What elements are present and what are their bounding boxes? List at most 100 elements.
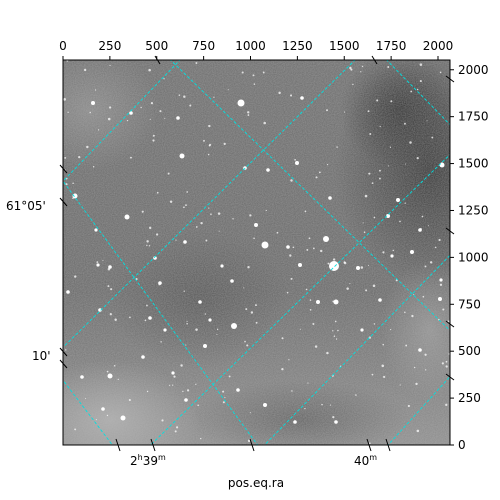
star (291, 390, 293, 392)
star (289, 254, 292, 257)
star (146, 304, 148, 307)
star (148, 316, 152, 320)
star (129, 316, 131, 319)
star (309, 299, 312, 301)
star (419, 63, 423, 66)
star (286, 291, 289, 294)
star (319, 249, 323, 253)
star (247, 266, 250, 269)
star (185, 204, 187, 207)
coordinate-grid (63, 60, 450, 445)
star (109, 313, 112, 316)
star (292, 246, 295, 249)
star (180, 364, 183, 367)
star (263, 121, 266, 125)
star (230, 279, 234, 283)
top-tick-label: 2000 (423, 39, 454, 53)
star (439, 162, 445, 168)
star (278, 91, 281, 95)
star (129, 111, 133, 115)
star (413, 294, 415, 296)
right-tick-label: 2000 (458, 63, 489, 77)
right-tick-label: 1000 (458, 250, 489, 264)
star (295, 161, 299, 165)
star (64, 349, 67, 351)
star (290, 179, 293, 182)
top-tick-label: 0 (59, 39, 67, 53)
star (445, 360, 448, 363)
star (307, 382, 309, 384)
star (203, 139, 205, 142)
star (306, 248, 309, 251)
star (364, 194, 368, 198)
star (386, 214, 390, 218)
star (247, 439, 251, 443)
star (298, 263, 302, 267)
star (335, 338, 338, 340)
star (439, 278, 443, 282)
star (74, 275, 77, 278)
star (349, 283, 351, 285)
star (318, 171, 321, 174)
star (363, 231, 366, 234)
star (161, 419, 164, 422)
star (152, 134, 155, 137)
star (399, 220, 401, 223)
star (124, 214, 130, 220)
top-pixel-axis: 0 250 500 750 1000 1250 1500 1750 2000 (59, 39, 453, 60)
star (200, 221, 203, 225)
star (309, 309, 312, 311)
top-tick-label: 750 (192, 39, 215, 53)
star (109, 64, 111, 67)
star (72, 182, 74, 185)
star (332, 330, 334, 332)
star (365, 289, 368, 292)
star (66, 290, 70, 294)
star (141, 210, 144, 213)
star (416, 156, 419, 160)
star (431, 136, 434, 139)
x-axis-label: pos.eq.ra (228, 476, 284, 490)
star (326, 109, 328, 112)
star (390, 100, 393, 103)
star (141, 355, 145, 359)
star (373, 323, 376, 325)
star (350, 68, 353, 71)
star (333, 299, 339, 305)
star (442, 308, 445, 311)
star (361, 65, 364, 68)
star (208, 124, 211, 128)
top-tick-label: 1500 (329, 39, 360, 53)
star (372, 284, 376, 288)
star (378, 298, 382, 302)
grid-line (63, 60, 181, 182)
star (349, 66, 352, 70)
star (92, 166, 95, 168)
star (300, 96, 304, 100)
star (304, 210, 307, 213)
star (266, 168, 270, 172)
star (356, 266, 360, 270)
star (262, 71, 265, 74)
star (197, 404, 199, 407)
top-tick-label: 1000 (235, 39, 266, 53)
grid-line (63, 379, 113, 445)
star (183, 206, 185, 209)
star (250, 311, 254, 314)
star (403, 122, 406, 125)
star (369, 133, 372, 135)
star (106, 414, 109, 417)
star (388, 165, 390, 167)
star (148, 226, 152, 230)
star (390, 328, 392, 331)
top-tick-label: 1250 (282, 39, 313, 53)
star (382, 343, 385, 346)
star (183, 290, 185, 292)
star (352, 83, 354, 86)
star (78, 155, 81, 159)
star (392, 249, 395, 252)
star (411, 314, 414, 318)
star (72, 197, 74, 199)
star (312, 322, 315, 326)
star (173, 375, 176, 378)
